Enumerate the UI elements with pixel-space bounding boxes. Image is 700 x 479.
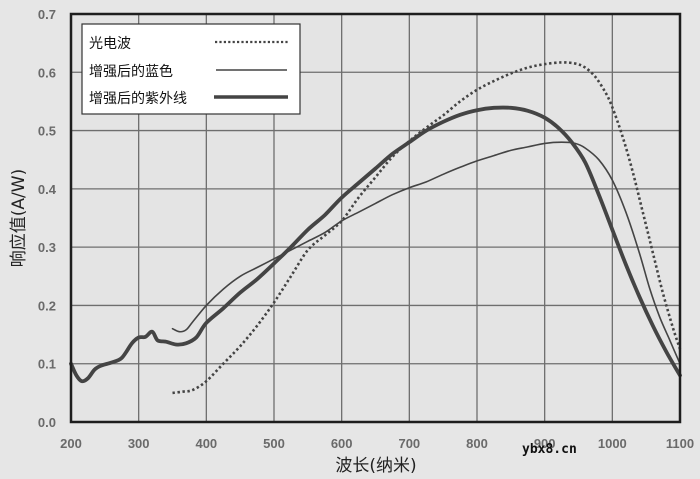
x-tick-label: 200 — [60, 436, 82, 451]
x-tick-label: 900 — [534, 436, 556, 451]
legend-box — [81, 23, 301, 115]
plot-frame — [69, 12, 682, 424]
x-tick-label: 500 — [263, 436, 285, 451]
x-tick-label: 600 — [331, 436, 353, 451]
series-enhanced-uv — [69, 105, 682, 384]
y-tick-label: 0.1 — [38, 357, 56, 372]
x-tick-label: 700 — [398, 436, 420, 451]
series-photo-dotted — [172, 61, 682, 395]
y-tick-label: 0.7 — [38, 7, 56, 22]
legend: 光电波 增强后的蓝色 增强后的紫外线 — [81, 23, 301, 115]
x-tick-label: 1100 — [666, 436, 694, 451]
x-tick-label: 300 — [128, 436, 150, 451]
y-tick-label: 0.0 — [38, 415, 56, 430]
legend-label-uv: 增强后的紫外线 — [89, 91, 187, 107]
y-tick-label: 0.2 — [38, 298, 56, 313]
y-axis-title: 响应值(A/W) — [9, 169, 29, 267]
x-tick-label: 1000 — [598, 436, 627, 451]
legend-label-blue: 增强后的蓝色 — [89, 63, 173, 80]
y-tick-label: 0.5 — [38, 124, 56, 139]
watermark: ybx8.cn — [522, 442, 577, 457]
x-tick-label: 800 — [466, 436, 488, 451]
series-enhanced-blue — [171, 141, 681, 365]
y-tick-label: 0.3 — [38, 240, 56, 255]
y-axis-ticks: 0.0 0.1 0.2 0.3 0.4 0.5 0.6 0.7 — [38, 7, 57, 430]
legend-label-photo: 光电波 — [89, 36, 131, 52]
data-series — [69, 61, 682, 395]
y-tick-label: 0.6 — [38, 65, 56, 80]
x-axis-ticks: 200 300 400 500 600 700 800 900 1000 1100 — [60, 436, 694, 451]
y-tick-label: 0.4 — [38, 182, 57, 197]
x-axis-title: 波长(纳米) — [335, 456, 416, 476]
x-tick-label: 400 — [195, 436, 217, 451]
